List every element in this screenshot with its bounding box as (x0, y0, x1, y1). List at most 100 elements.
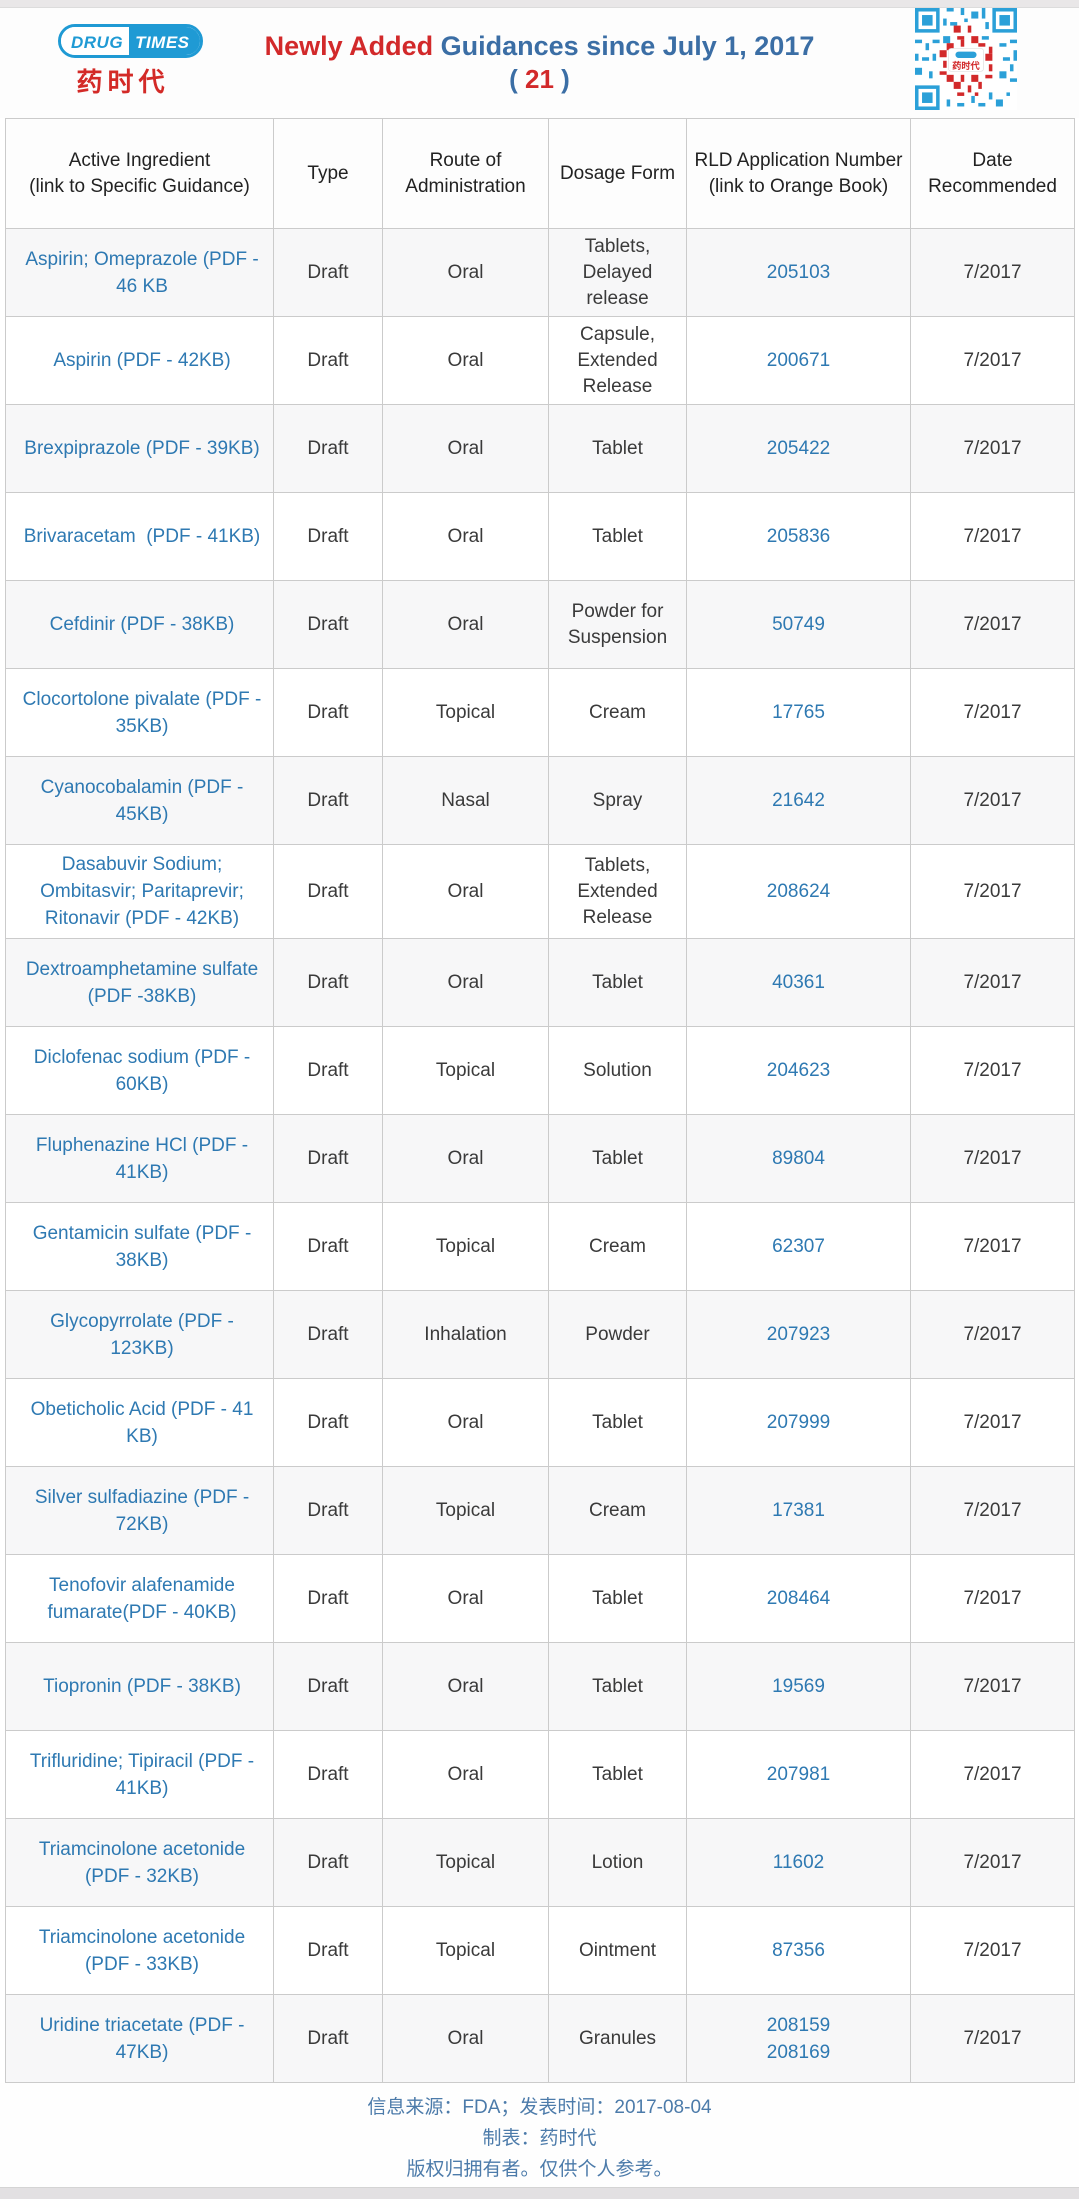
type-cell: Draft (273, 1026, 383, 1115)
rld-application-link[interactable]: 208464 (766, 1588, 831, 1609)
route-cell: Oral (382, 492, 549, 581)
ingredient-link[interactable]: Brivaracetam (PDF - 41KB) (23, 526, 261, 547)
date-cell: 7/2017 (910, 1818, 1075, 1907)
date-cell: 7/2017 (910, 492, 1075, 581)
ingredient-link[interactable]: Diclofenac sodium (PDF - 60KB) (33, 1046, 256, 1095)
dosage-form-cell: Tablets, Delayed release (548, 228, 687, 317)
ingredient-link[interactable]: Dextroamphetamine sulfate (PDF -38KB) (25, 958, 264, 1007)
ingredient-link[interactable]: Gentamicin sulfate (PDF - 38KB) (32, 1222, 257, 1271)
rld-application-link[interactable]: 62307 (772, 1236, 825, 1257)
ingredient-link[interactable]: Dasabuvir Sodium; Ombitasvir; Paritaprev… (40, 854, 250, 929)
table-row: Glycopyrrolate (PDF - 123KB) Draft Inhal… (5, 1290, 1075, 1379)
route-cell: Oral (382, 938, 549, 1027)
top-divider (0, 0, 1079, 8)
dosage-form-cell: Tablet (548, 492, 687, 581)
route-cell: Nasal (382, 756, 549, 845)
rld-application-link[interactable]: 89804 (772, 1148, 825, 1169)
rld-application-link[interactable]: 208159 208169 (766, 2014, 831, 2063)
title-count: ( 21 ) (509, 62, 570, 96)
type-cell: Draft (273, 1554, 383, 1643)
footer-author: 制表：药时代 (482, 2128, 597, 2149)
route-cell: Inhalation (382, 1290, 549, 1379)
type-cell: Draft (273, 580, 383, 669)
rld-application-link[interactable]: 40361 (772, 972, 825, 993)
ingredient-link[interactable]: Glycopyrrolate (PDF - 123KB) (50, 1310, 240, 1359)
ingredient-link[interactable]: Cefdinir (PDF - 38KB) (49, 614, 235, 635)
ingredient-link[interactable]: Aspirin; Omeprazole (PDF - 46 KB (25, 248, 264, 297)
dosage-form-cell: Tablets, Extended Release (548, 844, 687, 939)
ingredient-link[interactable]: Uridine triacetate (PDF - 47KB) (39, 2014, 250, 2063)
dosage-form-cell: Ointment (548, 1906, 687, 1995)
date-cell: 7/2017 (910, 1378, 1075, 1467)
dosage-form-cell: Cream (548, 1466, 687, 1555)
ingredient-link[interactable]: Triamcinolone acetonide (PDF - 32KB) (38, 1838, 251, 1887)
table-row: Fluphenazine HCl (PDF - 41KB) Draft Oral… (5, 1114, 1075, 1203)
rld-application-link[interactable]: 11602 (772, 1852, 825, 1873)
type-cell: Draft (273, 1818, 383, 1907)
rld-application-link[interactable]: 207981 (766, 1764, 831, 1785)
route-cell: Oral (382, 1730, 549, 1819)
route-cell: Oral (382, 1994, 549, 2083)
dosage-form-cell: Tablet (548, 1378, 687, 1467)
dosage-form-cell: Powder for Suspension (548, 580, 687, 669)
ingredient-link[interactable]: Tenofovir alafenamide fumarate(PDF - 40K… (47, 1574, 241, 1623)
rld-application-link[interactable]: 208624 (766, 881, 831, 902)
table-row: Cyanocobalamin (PDF - 45KB) Draft Nasal … (5, 756, 1075, 845)
type-cell: Draft (273, 228, 383, 317)
table-row: Brexpiprazole (PDF - 39KB) Draft Oral Ta… (5, 404, 1075, 493)
rld-application-link[interactable]: 50749 (772, 614, 825, 635)
ingredient-link[interactable]: Clocortolone pivalate (PDF - 35KB) (22, 688, 267, 737)
footer-copyright: 版权归拥有者。仅供个人参考。 (406, 2159, 673, 2180)
route-cell: Oral (382, 404, 549, 493)
ingredient-link[interactable]: Trifluridine; Tipiracil (PDF - 41KB) (29, 1750, 260, 1799)
ingredient-link[interactable]: Brexpiprazole (PDF - 39KB) (24, 438, 260, 459)
rld-application-link[interactable]: 204623 (766, 1060, 831, 1081)
table-row: Brivaracetam (PDF - 41KB) Draft Oral Tab… (5, 492, 1075, 581)
dosage-form-cell: Spray (548, 756, 687, 845)
route-cell: Topical (382, 1026, 549, 1115)
rld-application-link[interactable]: 205103 (766, 262, 831, 283)
ingredient-link[interactable]: Obeticholic Acid (PDF - 41 KB) (30, 1398, 259, 1447)
rld-application-link[interactable]: 205836 (766, 526, 831, 547)
count-paren-close: ) (553, 64, 570, 94)
col-dosage-form: Dosage Form (548, 118, 687, 229)
col-active-ingredient: Active Ingredient (link to Specific Guid… (5, 118, 274, 229)
table-row: Diclofenac sodium (PDF - 60KB) Draft Top… (5, 1026, 1075, 1115)
date-cell: 7/2017 (910, 1026, 1075, 1115)
dosage-form-cell: Cream (548, 668, 687, 757)
rld-application-link[interactable]: 205422 (766, 438, 831, 459)
drugtimes-logo: DRUG TIMES 药时代 (58, 24, 203, 99)
route-cell: Oral (382, 1114, 549, 1203)
route-cell: Oral (382, 580, 549, 669)
type-cell: Draft (273, 1466, 383, 1555)
ingredient-link[interactable]: Silver sulfadiazine (PDF - 72KB) (34, 1486, 255, 1535)
ingredient-link[interactable]: Triamcinolone acetonide (PDF - 33KB) (38, 1926, 256, 1975)
table-row: Aspirin; Omeprazole (PDF - 46 KB Draft O… (5, 228, 1075, 317)
title-highlight: Newly Added (264, 31, 434, 61)
ingredient-link[interactable]: Cyanocobalamin (PDF - 45KB) (40, 776, 249, 825)
type-cell: Draft (273, 492, 383, 581)
type-cell: Draft (273, 1290, 383, 1379)
footer-source: 信息来源：FDA；发表时间：2017-08-04 (367, 2097, 712, 2118)
guidance-table: Active Ingredient (link to Specific Guid… (5, 118, 1075, 2083)
rld-application-link[interactable]: 207923 (766, 1324, 831, 1345)
rld-application-link[interactable]: 200671 (766, 350, 831, 371)
rld-application-link[interactable]: 21642 (772, 790, 825, 811)
count-paren-open: ( (509, 64, 526, 94)
rld-application-link[interactable]: 19569 (772, 1676, 825, 1697)
table-header: Active Ingredient (link to Specific Guid… (5, 118, 1075, 229)
type-cell: Draft (273, 1642, 383, 1731)
col-type: Type (273, 118, 383, 229)
rld-application-link[interactable]: 17765 (772, 702, 825, 723)
rld-application-link[interactable]: 87356 (772, 1940, 825, 1961)
page-title: Newly Added Guidances since July 1, 2017… (0, 8, 1079, 118)
logo-chinese-text: 药时代 (76, 67, 170, 97)
dosage-form-cell: Lotion (548, 1818, 687, 1907)
ingredient-link[interactable]: Aspirin (PDF - 42KB) (53, 350, 231, 371)
ingredient-link[interactable]: Tiopronin (PDF - 38KB) (43, 1676, 241, 1697)
ingredient-link[interactable]: Fluphenazine HCl (PDF - 41KB) (35, 1134, 254, 1183)
rld-application-link[interactable]: 207999 (766, 1412, 831, 1433)
route-cell: Topical (382, 1906, 549, 1995)
title-rest: Guidances since July 1, 2017 (433, 31, 815, 61)
rld-application-link[interactable]: 17381 (772, 1500, 825, 1521)
